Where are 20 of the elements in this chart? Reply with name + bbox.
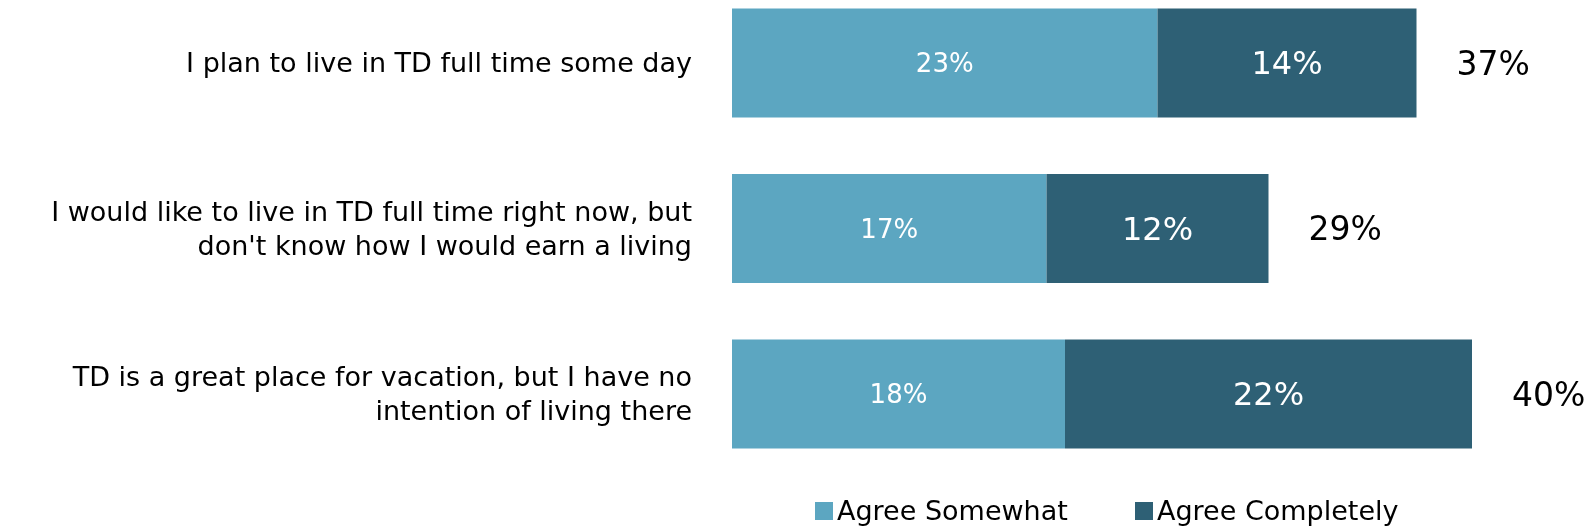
data-label: 14% [1251, 44, 1323, 83]
bar [1065, 339, 1472, 449]
y-tick-label: I would like to live in TD full time right now, but don't know how I would earn a living [51, 195, 692, 261]
data-label: 23% [915, 48, 974, 79]
y-tick-label: TD is a great place for vacation, but I have no intention of living there [71, 361, 692, 427]
bar [732, 339, 1065, 449]
data-label: 12% [1121, 209, 1194, 248]
bar [732, 8, 1158, 118]
data-label: 18% [869, 379, 928, 410]
y-tick-label: I plan to live in TD full time some day [186, 47, 693, 79]
data-label: 17% [860, 213, 919, 244]
legend-label: Agree Completely [1157, 495, 1399, 527]
legend-label: Agree Somewhat [837, 495, 1068, 527]
total-label: 40% [1512, 374, 1584, 414]
total-label: 29% [1308, 209, 1382, 249]
bar [732, 174, 1047, 283]
bar [1046, 174, 1269, 283]
total-label: 37% [1456, 43, 1530, 83]
bar [1157, 8, 1417, 118]
data-label: 22% [1232, 375, 1305, 414]
